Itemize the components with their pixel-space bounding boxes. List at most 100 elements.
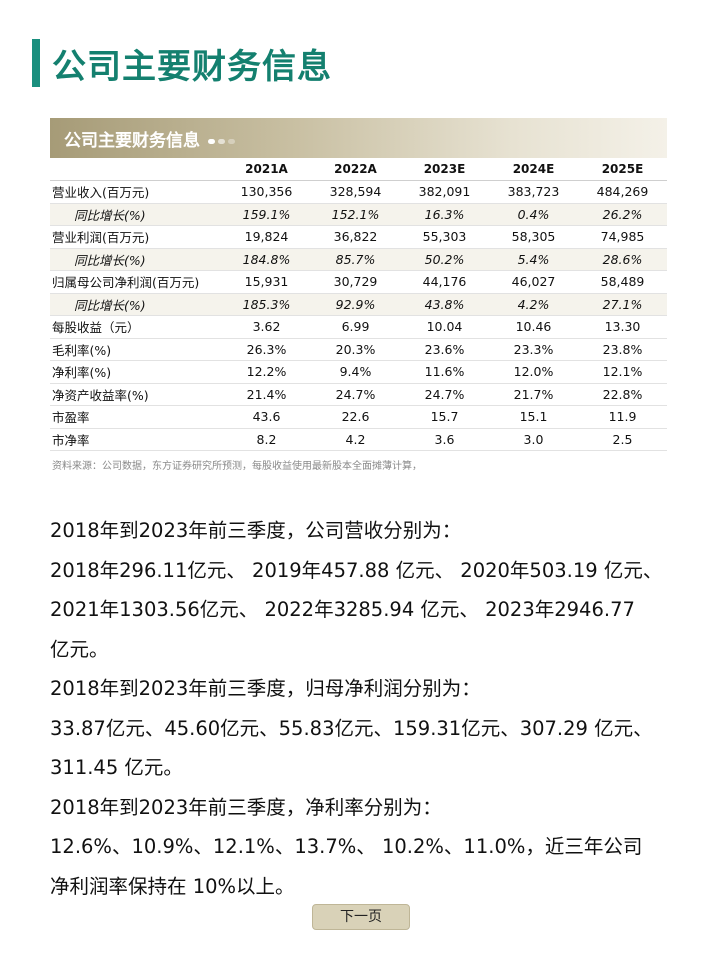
body-line: 2018年到2023年前三季度，净利率分别为： [50,795,442,819]
table-cell: 10.46 [489,315,578,339]
table-cell: 27.1% [578,293,667,316]
table-cell: 16.3% [400,203,489,226]
page-title: 公司主要财务信息 [52,46,332,87]
body-line: 2018年到2023年前三季度，归母净利润分别为： [50,677,481,700]
table-cell: 24.7% [311,383,400,406]
header-accent-bar [32,39,40,87]
row-label: 净利率(%) [50,360,222,384]
page-header: 公司主要财务信息 [32,38,332,88]
table-cell: 85.7% [311,248,400,271]
row-label: 市净率 [50,428,222,451]
table-cell: 185.3% [222,293,311,316]
table-cell: 58,489 [578,270,667,294]
table-row: 每股收益（元） 3.62 6.99 10.04 10.46 13.30 [50,315,667,339]
next-page-button[interactable]: 下一页 [312,904,410,930]
table-cell: 19,824 [222,225,311,249]
table-cell: 24.7% [400,383,489,406]
table-cell: 12.0% [489,360,578,384]
table-cell: 44,176 [400,270,489,294]
body-line: 12.6%、10.9%、12.1%、13.7%、 10.2%、11.0%，近三年… [50,835,643,858]
table-cell: 0.4% [489,203,578,226]
table-cell: 6.99 [311,315,400,339]
row-label: 毛利率(%) [50,338,222,361]
table-cell: 3.0 [489,428,578,451]
column-header [50,158,222,181]
table-cell: 5.4% [489,248,578,271]
table-cell: 152.1% [311,203,400,226]
row-label: 归属母公司净利润(百万元) [50,270,222,294]
row-label: 同比增长(%) [50,203,222,226]
table-cell: 28.6% [578,248,667,271]
table-cell: 43.6 [222,405,311,429]
row-label: 营业利润(百万元) [50,225,222,249]
table-cell: 328,594 [311,180,400,204]
financial-table-card: 公司主要财务信息 2021A 2022A 2023E 2024E 2025E 营… [50,118,667,472]
table-cell: 23.8% [578,338,667,361]
body-line: 2018年到2023年前三季度，公司营收分别为： [50,519,462,542]
body-line: 亿元。 [50,637,109,661]
table-cell: 184.8% [222,248,311,271]
table-cell: 4.2% [489,293,578,316]
source-note: 资料来源：公司数据，东方证券研究所预测，每股收益使用最新股本全面摊薄计算， [52,461,422,472]
table-cell: 10.04 [400,315,489,339]
table-header-row: 2021A 2022A 2023E 2024E 2025E [50,158,667,181]
table-cell: 11.9 [578,405,667,429]
table-row: 市盈率 43.6 22.6 15.7 15.1 11.9 [50,405,667,429]
table-cell: 74,985 [578,225,667,249]
dots-icon [208,138,235,144]
table-cell: 43.8% [400,293,489,316]
table-cell: 92.9% [311,293,400,316]
table-cell: 15.1 [489,405,578,429]
column-header: 2024E [489,158,578,181]
column-header: 2022A [311,158,400,181]
table-cell: 55,303 [400,225,489,249]
table-cell: 8.2 [222,428,311,451]
column-header: 2023E [400,158,489,181]
body-line: 净利润率保持在 10%以上。 [50,874,295,898]
table-row: 净利率(%) 12.2% 9.4% 11.6% 12.0% 12.1% [50,360,667,384]
table-cell: 23.6% [400,338,489,361]
table-cell: 26.2% [578,203,667,226]
table-cell: 3.6 [400,428,489,451]
table-cell: 23.3% [489,338,578,361]
row-label: 同比增长(%) [50,248,222,271]
row-label: 营业收入(百万元) [50,180,222,204]
table-cell: 382,091 [400,180,489,204]
table-row: 归属母公司净利润(百万元) 15,931 30,729 44,176 46,027 58,… [50,270,667,294]
column-header: 2025E [578,158,667,181]
table-cell: 4.2 [311,428,400,451]
table-row: 营业收入(百万元) 130,356 328,594 382,091 383,723 484… [50,180,667,204]
table-cell: 12.1% [578,360,667,384]
table-row: 营业利润(百万元) 19,824 36,822 55,303 58,305 74,985 [50,225,667,249]
table-cell: 50.2% [400,248,489,271]
table-cell: 46,027 [489,270,578,294]
table-cell: 22.8% [578,383,667,406]
table-cell: 58,305 [489,225,578,249]
table-cell: 383,723 [489,180,578,204]
table-cell: 484,269 [578,180,667,204]
body-line: 33.87亿元、45.60亿元、55.83亿元、159.31亿元、307.29 … [50,716,653,740]
table-cell: 12.2% [222,360,311,384]
table-cell: 2.5 [578,428,667,451]
row-label: 市盈率 [50,405,222,429]
row-label: 每股收益（元） [50,315,222,339]
table-cell: 20.3% [311,338,400,361]
row-label: 同比增长(%) [50,293,222,316]
table-cell: 30,729 [311,270,400,294]
table-cell: 130,356 [222,180,311,204]
table-row: 市净率 8.2 4.2 3.6 3.0 2.5 [50,428,667,451]
card-header: 公司主要财务信息 [50,118,667,158]
table-row: 净资产收益率(%) 21.4% 24.7% 24.7% 21.7% 22.8% [50,383,667,406]
financial-table: 2021A 2022A 2023E 2024E 2025E 营业收入(百万元) 1… [50,158,667,451]
table-cell: 159.1% [222,203,311,226]
table-cell: 11.6% [400,360,489,384]
table-cell: 15.7 [400,405,489,429]
body-line: 2018年296.11亿元、 2019年457.88 亿元、 2020年503.… [50,558,663,582]
column-header: 2021A [222,158,311,181]
table-row: 同比增长(%) 184.8% 85.7% 50.2% 5.4% 28.6% [50,248,667,271]
table-cell: 3.62 [222,315,311,339]
table-row: 毛利率(%) 26.3% 20.3% 23.6% 23.3% 23.8% [50,338,667,361]
table-cell: 9.4% [311,360,400,384]
table-cell: 22.6 [311,405,400,429]
body-text: 2018年到2023年前三季度，公司营收分别为： 2018年296.11亿元、 … [50,511,690,906]
